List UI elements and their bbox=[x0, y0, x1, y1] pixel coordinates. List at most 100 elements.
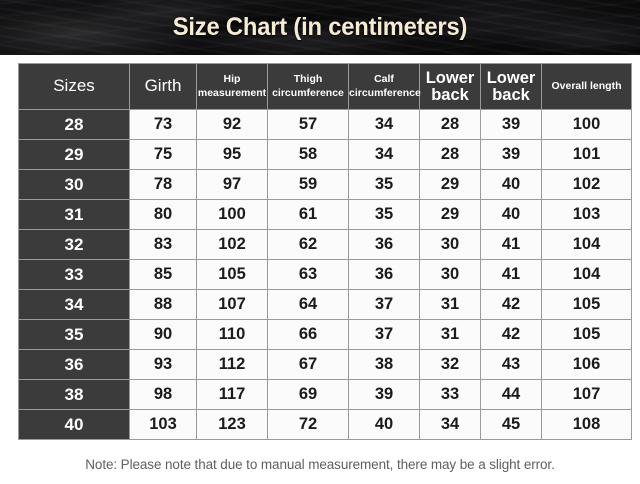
cell-size: 33 bbox=[19, 260, 129, 289]
cell-hip-measurement: 110 bbox=[197, 320, 267, 349]
table-row: 31 80 100 61 35 29 40 103 bbox=[19, 200, 631, 229]
cell-overall-length: 107 bbox=[542, 380, 631, 409]
header-label-sizes: Sizes bbox=[53, 76, 95, 96]
header-label-lower-back-1-line2: back bbox=[431, 85, 469, 104]
cell-girth: 83 bbox=[130, 230, 196, 259]
cell-size: 31 bbox=[19, 200, 129, 229]
cell-lower-back-1: 31 bbox=[420, 290, 480, 319]
cell-hip-measurement: 102 bbox=[197, 230, 267, 259]
header-label-lower-back-2-line2: back bbox=[492, 85, 530, 104]
cell-lower-back-2: 42 bbox=[481, 320, 541, 349]
cell-size: 36 bbox=[19, 350, 129, 379]
header-label-thigh-line2: circumference bbox=[272, 86, 344, 99]
cell-lower-back-2: 45 bbox=[481, 410, 541, 439]
cell-girth: 73 bbox=[130, 110, 196, 139]
cell-overall-length: 108 bbox=[542, 410, 631, 439]
cell-calf-circumference: 39 bbox=[349, 380, 419, 409]
cell-overall-length: 104 bbox=[542, 230, 631, 259]
cell-lower-back-2: 44 bbox=[481, 380, 541, 409]
cell-hip-measurement: 117 bbox=[197, 380, 267, 409]
cell-size: 30 bbox=[19, 170, 129, 199]
cell-calf-circumference: 40 bbox=[349, 410, 419, 439]
cell-overall-length: 102 bbox=[542, 170, 631, 199]
column-header-overall-length: Overall length bbox=[542, 64, 631, 109]
cell-girth: 85 bbox=[130, 260, 196, 289]
cell-lower-back-2: 39 bbox=[481, 110, 541, 139]
cell-overall-length: 105 bbox=[542, 290, 631, 319]
cell-lower-back-2: 40 bbox=[481, 170, 541, 199]
cell-calf-circumference: 34 bbox=[349, 110, 419, 139]
column-header-sizes: Sizes bbox=[19, 64, 129, 109]
header-label-hip-line1: Hip bbox=[223, 73, 241, 86]
cell-size: 34 bbox=[19, 290, 129, 319]
cell-calf-circumference: 38 bbox=[349, 350, 419, 379]
cell-thigh-circumference: 58 bbox=[268, 140, 348, 169]
cell-calf-circumference: 34 bbox=[349, 140, 419, 169]
cell-thigh-circumference: 66 bbox=[268, 320, 348, 349]
column-header-thigh-circumference: Thigh circumference bbox=[268, 64, 348, 109]
cell-girth: 88 bbox=[130, 290, 196, 319]
cell-calf-circumference: 35 bbox=[349, 170, 419, 199]
cell-hip-measurement: 123 bbox=[197, 410, 267, 439]
table-row: 38 98 117 69 39 33 44 107 bbox=[19, 380, 631, 409]
cell-lower-back-1: 28 bbox=[420, 140, 480, 169]
cell-lower-back-1: 29 bbox=[420, 200, 480, 229]
cell-girth: 78 bbox=[130, 170, 196, 199]
cell-thigh-circumference: 62 bbox=[268, 230, 348, 259]
header-label-calf-line1: Calf bbox=[374, 73, 394, 86]
cell-girth: 103 bbox=[130, 410, 196, 439]
cell-thigh-circumference: 72 bbox=[268, 410, 348, 439]
table-row: 33 85 105 63 36 30 41 104 bbox=[19, 260, 631, 289]
header-label-overall-length: Overall length bbox=[551, 79, 622, 92]
header-label-lower-back-1-line1: Lower bbox=[425, 69, 475, 87]
column-header-girth: Girth bbox=[130, 64, 196, 109]
cell-lower-back-2: 41 bbox=[481, 230, 541, 259]
cell-lower-back-1: 30 bbox=[420, 230, 480, 259]
table-row: 30 78 97 59 35 29 40 102 bbox=[19, 170, 631, 199]
cell-girth: 93 bbox=[130, 350, 196, 379]
cell-lower-back-1: 34 bbox=[420, 410, 480, 439]
cell-overall-length: 106 bbox=[542, 350, 631, 379]
cell-calf-circumference: 36 bbox=[349, 260, 419, 289]
table-row: 28 73 92 57 34 28 39 100 bbox=[19, 110, 631, 139]
cell-hip-measurement: 112 bbox=[197, 350, 267, 379]
measurement-note: Note: Please note that due to manual mea… bbox=[85, 457, 555, 472]
header-label-lower-back-2-line1: Lower bbox=[486, 69, 536, 87]
cell-lower-back-1: 31 bbox=[420, 320, 480, 349]
cell-girth: 98 bbox=[130, 380, 196, 409]
header-row: Sizes Girth Hip measurement Thigh circum… bbox=[19, 64, 631, 109]
cell-overall-length: 100 bbox=[542, 110, 631, 139]
cell-calf-circumference: 37 bbox=[349, 290, 419, 319]
cell-overall-length: 105 bbox=[542, 320, 631, 349]
table-row: 36 93 112 67 38 32 43 106 bbox=[19, 350, 631, 379]
title-banner: Size Chart (in centimeters) bbox=[0, 0, 640, 55]
size-chart-container: Sizes Girth Hip measurement Thigh circum… bbox=[0, 55, 640, 440]
cell-lower-back-1: 32 bbox=[420, 350, 480, 379]
column-header-hip-measurement: Hip measurement bbox=[197, 64, 267, 109]
cell-lower-back-2: 40 bbox=[481, 200, 541, 229]
cell-size: 40 bbox=[19, 410, 129, 439]
header-label-thigh-line1: Thigh bbox=[293, 73, 323, 86]
cell-overall-length: 103 bbox=[542, 200, 631, 229]
cell-overall-length: 104 bbox=[542, 260, 631, 289]
cell-lower-back-2: 43 bbox=[481, 350, 541, 379]
cell-lower-back-1: 30 bbox=[420, 260, 480, 289]
column-header-lower-back-2: Lower back bbox=[481, 64, 541, 109]
cell-lower-back-2: 39 bbox=[481, 140, 541, 169]
cell-thigh-circumference: 69 bbox=[268, 380, 348, 409]
column-header-lower-back-1: Lower back bbox=[420, 64, 480, 109]
table-body: 28 73 92 57 34 28 39 100 29 75 95 58 34 28 39 101 30 78 97… bbox=[19, 110, 631, 439]
cell-lower-back-2: 41 bbox=[481, 260, 541, 289]
cell-lower-back-1: 33 bbox=[420, 380, 480, 409]
cell-hip-measurement: 97 bbox=[197, 170, 267, 199]
table-row: 32 83 102 62 36 30 41 104 bbox=[19, 230, 631, 259]
table-row: 34 88 107 64 37 31 42 105 bbox=[19, 290, 631, 319]
cell-girth: 75 bbox=[130, 140, 196, 169]
cell-calf-circumference: 37 bbox=[349, 320, 419, 349]
cell-size: 35 bbox=[19, 320, 129, 349]
header-label-calf-line2: circumference bbox=[349, 86, 421, 99]
cell-hip-measurement: 107 bbox=[197, 290, 267, 319]
cell-girth: 90 bbox=[130, 320, 196, 349]
cell-lower-back-2: 42 bbox=[481, 290, 541, 319]
cell-girth: 80 bbox=[130, 200, 196, 229]
